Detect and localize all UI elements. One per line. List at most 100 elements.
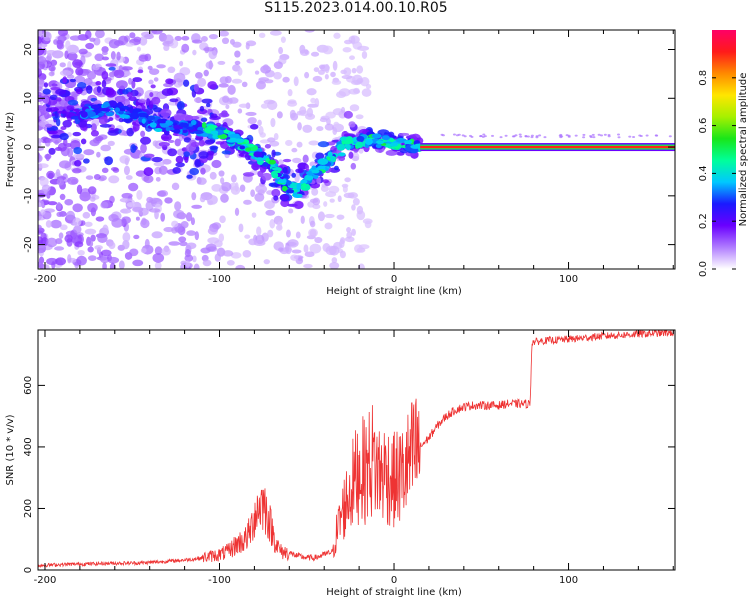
heatmap-ridge-blob	[271, 171, 279, 179]
heatmap-peak-blob	[311, 169, 320, 174]
heatmap-noise-blob	[356, 205, 364, 215]
heatmap-noise-blob	[244, 234, 251, 239]
heatmap-noise-blob	[269, 219, 276, 229]
heatmap-noise-blob	[144, 238, 150, 249]
heatmap-noise-blob	[211, 184, 222, 192]
heatmap-noise-blob	[192, 255, 197, 263]
heatmap-spread-blob	[291, 172, 296, 178]
heatmap-noise-blob	[317, 211, 326, 222]
heatmap-noise-blob	[319, 117, 328, 123]
heatmap-noise-blob	[56, 39, 64, 49]
heatmap-noise-blob	[247, 117, 257, 125]
heatmap-spread-blob	[293, 201, 304, 209]
heatmap-noise-blob	[328, 185, 340, 194]
top-ytick-label: 0	[23, 144, 34, 150]
top-ylabel: Frequency (Hz)	[5, 112, 16, 188]
heatmap-noise-blob	[59, 70, 72, 77]
heatmap-spread-blob	[190, 141, 200, 148]
heatmap-noise-blob	[339, 250, 346, 259]
heatmap-spread-blob	[48, 147, 56, 155]
snr-layer	[38, 330, 675, 568]
heatmap-noise-blob	[346, 227, 352, 233]
heatmap-noise-blob	[129, 248, 139, 257]
heatmap-noise-blob	[357, 45, 370, 51]
heatmap-noise-blob	[309, 220, 316, 228]
heatmap-faint-blob	[592, 136, 596, 139]
heatmap-noise-blob	[87, 255, 97, 262]
heatmap-spread-blob	[165, 78, 174, 85]
heatmap-noise-blob	[152, 252, 165, 263]
heatmap-spread-blob	[198, 139, 205, 147]
heatmap-ridge-blob	[293, 194, 303, 198]
heatmap-noise-blob	[86, 71, 97, 80]
heatmap-noise-blob	[55, 257, 67, 266]
heatmap-noise-blob	[92, 64, 100, 71]
heatmap-noise-blob	[69, 35, 82, 41]
heatmap-spread-blob	[137, 99, 147, 103]
heatmap-faint-blob	[526, 135, 530, 138]
heatmap-noise-blob	[202, 259, 212, 267]
heatmap-noise-blob	[309, 243, 322, 254]
heatmap-noise-blob	[310, 97, 316, 104]
heatmap-noise-blob	[351, 80, 362, 86]
heatmap-noise-blob	[139, 36, 148, 46]
heatmap-noise-blob	[348, 88, 361, 95]
top-xtick-label: 0	[391, 274, 397, 285]
heatmap-faint-blob	[603, 133, 607, 136]
heatmap-noise-blob	[154, 246, 163, 255]
heatmap-spread-blob	[130, 144, 137, 153]
heatmap-noise-blob	[203, 47, 215, 52]
heatmap-noise-blob	[101, 167, 109, 174]
heatmap-noise-blob	[207, 200, 214, 206]
bottom-xlabel: Height of straight line (km)	[326, 587, 462, 598]
heatmap-ridge-blob	[356, 135, 365, 142]
heatmap-noise-blob	[129, 32, 136, 39]
heatmap-noise-blob	[312, 75, 323, 82]
heatmap-spread-blob	[139, 136, 152, 145]
heatmap-noise-blob	[122, 239, 130, 250]
heatmap-spread-blob	[72, 131, 82, 137]
colorbar-tick-label: 0.0	[698, 261, 709, 277]
heatmap-noise-blob	[65, 40, 71, 51]
heatmap-spread-blob	[295, 168, 304, 174]
heatmap-noise-blob	[326, 118, 331, 126]
heatmap-noise-blob	[277, 159, 284, 165]
heatmap-noise-blob	[265, 209, 276, 216]
heatmap-noise-blob	[100, 201, 109, 209]
heatmap-spread-blob	[174, 138, 181, 147]
heatmap-noise-blob	[100, 144, 112, 152]
heatmap-noise-blob	[292, 157, 302, 164]
heatmap-noise-blob	[112, 167, 120, 173]
heatmap-spread-blob	[251, 162, 261, 171]
heatmap-faint-blob	[607, 133, 611, 136]
heatmap-spread-blob	[273, 195, 279, 201]
heatmap-spread-blob	[221, 150, 231, 155]
heatmap-spread-blob	[96, 85, 102, 93]
heatmap-spread-blob	[200, 117, 208, 123]
heatmap-spread-blob	[189, 115, 200, 120]
heatmap-faint-blob	[591, 133, 595, 136]
heatmap-noise-blob	[38, 56, 47, 65]
snr-trace	[38, 330, 675, 568]
top-plot-frame	[37, 29, 676, 270]
heatmap-noise-blob	[349, 55, 355, 60]
heatmap-spread-blob	[105, 88, 117, 98]
heatmap-noise-blob	[241, 81, 248, 88]
heatmap-noise-blob	[246, 58, 255, 64]
heatmap-noise-blob	[156, 64, 166, 69]
heatmap-spread-blob	[172, 166, 181, 174]
heatmap-spread-blob	[183, 79, 190, 87]
heatmap-spread-blob	[122, 89, 129, 95]
heatmap-spread-blob	[108, 66, 116, 71]
heatmap-noise-blob	[191, 204, 203, 209]
heatmap-noise-blob	[220, 193, 229, 203]
heatmap-noise-blob	[278, 46, 284, 55]
heatmap-noise-blob	[38, 110, 42, 117]
heatmap-spread-blob	[282, 158, 292, 163]
heatmap-noise-blob	[242, 249, 252, 258]
heatmap-noise-blob	[94, 53, 104, 62]
heatmap-spread-blob	[46, 114, 53, 119]
heatmap-noise-blob	[299, 49, 310, 56]
heatmap-noise-blob	[313, 67, 320, 73]
heatmap-noise-blob	[308, 140, 320, 146]
